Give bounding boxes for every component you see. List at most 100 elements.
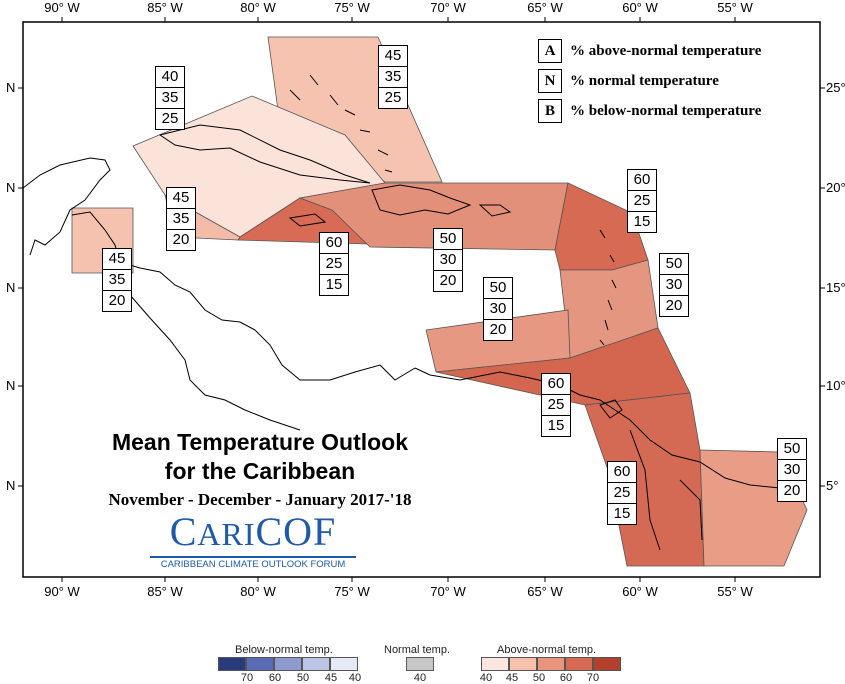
prob-below: 20 — [167, 229, 195, 250]
prob-box-windward: 50 30 20 — [659, 253, 689, 317]
prob-above: 45 — [172, 189, 190, 206]
prob-box-leeward: 60 25 15 — [627, 169, 657, 233]
colorbar-below-label: Below-normal temp. — [235, 644, 333, 656]
prob-above: 60 — [325, 234, 343, 251]
lon-tick-label: 90° W — [44, 0, 80, 15]
lon-tick-label: 70° W — [430, 584, 466, 599]
swatch-below-50 — [274, 657, 302, 671]
prob-normal: 25 — [320, 253, 348, 274]
prob-below: 25 — [379, 87, 407, 108]
logo-subtitle: CARIBBEAN CLIMATE OUTLOOK FORUM — [150, 556, 356, 570]
lon-tick-label: 75° W — [334, 0, 370, 15]
prob-normal: 35 — [156, 87, 184, 108]
prob-below: 15 — [320, 274, 348, 295]
caricof-logo: CARICOF CARIBBEAN CLIMATE OUTLOOK FORUM — [150, 510, 356, 570]
lon-tick-label: 65° W — [527, 584, 563, 599]
lon-tick-label: 65° W — [527, 0, 563, 15]
lat-tick-label: N — [6, 378, 15, 393]
prob-below: 15 — [608, 503, 636, 524]
lon-tick-label: 70° W — [430, 0, 466, 15]
colorbar-tick: 70 — [586, 672, 600, 684]
swatch-above-70 — [593, 657, 621, 671]
lon-tick-label: 80° W — [240, 0, 276, 15]
key-letter: N — [538, 69, 562, 93]
swatch-below-70 — [218, 657, 246, 671]
lon-tick-label: 90° W — [44, 584, 80, 599]
prob-normal: 30 — [778, 459, 806, 480]
swatch-above-45 — [509, 657, 537, 671]
title-line-1: Mean Temperature Outlook — [111, 429, 409, 455]
prob-above: 60 — [633, 171, 651, 188]
key-letter: B — [538, 99, 562, 123]
prob-normal: 25 — [628, 190, 656, 211]
longitude-ticks-bottom: 90° W 85° W 80° W 75° W 70° W 65° W 60° … — [44, 584, 753, 599]
swatch-above-40 — [481, 657, 509, 671]
latitude-ticks-right: 25° 20° 15° 10° 5° — [826, 80, 845, 493]
key-text: % normal temperature — [570, 72, 719, 89]
colorbar-tick: 40 — [413, 672, 427, 684]
prob-box-jamaica: 60 25 15 — [319, 232, 349, 296]
swatch-below-45 — [302, 657, 330, 671]
prob-above: 45 — [108, 250, 126, 267]
lon-tick-label: 55° W — [717, 584, 753, 599]
colorbar-tick: 45 — [505, 672, 519, 684]
prob-below: 20 — [434, 270, 462, 291]
prob-normal: 30 — [660, 274, 688, 295]
title-line-2: for the Caribbean — [164, 458, 356, 484]
swatch-below-60 — [246, 657, 274, 671]
key-letter: A — [538, 39, 562, 63]
lon-tick-label: 55° W — [717, 0, 753, 15]
prob-above: 50 — [439, 230, 457, 247]
prob-normal: 30 — [434, 249, 462, 270]
colorbar-tick: 60 — [559, 672, 573, 684]
lat-tick-label: N — [6, 280, 15, 295]
key-row-below: B % below-normal temperature — [538, 99, 762, 123]
swatch-normal-40 — [406, 657, 434, 671]
latitude-ticks-left: N N N N N — [6, 80, 15, 493]
key-text: % below-normal temperature — [570, 102, 762, 119]
prob-above: 60 — [547, 375, 565, 392]
prob-normal: 30 — [484, 298, 512, 319]
swatch-above-60 — [565, 657, 593, 671]
colorbar-tick: 50 — [532, 672, 546, 684]
colorbar-above-label: Above-normal temp. — [497, 644, 597, 656]
longitude-ticks-top: 90° W 85° W 80° W 75° W 70° W 65° W 60° … — [44, 0, 753, 15]
prob-box-abc: 50 30 20 — [483, 277, 513, 341]
prob-box-french-guiana: 50 30 20 — [777, 438, 807, 502]
key-row-normal: N % normal temperature — [538, 69, 761, 93]
lon-tick-label: 85° W — [147, 584, 183, 599]
prob-box-guyana: 60 25 15 — [607, 461, 637, 525]
prob-box-belize: 45 35 20 — [102, 248, 132, 312]
prob-below: 20 — [103, 290, 131, 311]
prob-below: 20 — [660, 295, 688, 316]
title-period: November - December - January 2017-'18 — [108, 490, 412, 509]
prob-above: 50 — [489, 279, 507, 296]
logo-wordmark: CARICOF — [169, 509, 337, 554]
swatch-below-40 — [330, 657, 358, 671]
lat-tick-label: 20° — [826, 180, 845, 195]
prob-below: 15 — [542, 415, 570, 436]
prob-box-trinidad: 60 25 15 — [541, 373, 571, 437]
lat-tick-label: 5° — [826, 478, 838, 493]
lat-tick-label: N — [6, 180, 15, 195]
prob-normal: 35 — [103, 269, 131, 290]
prob-below: 25 — [156, 108, 184, 129]
colorbar-normal-label: Normal temp. — [384, 644, 451, 656]
key-row-above: A % above-normal temperature — [538, 39, 761, 63]
prob-above: 40 — [161, 68, 179, 85]
prob-above: 60 — [613, 463, 631, 480]
prob-below: 20 — [484, 319, 512, 340]
colorbar-tick: 45 — [324, 672, 338, 684]
prob-normal: 35 — [379, 66, 407, 87]
colorbar-tick: 70 — [240, 672, 254, 684]
prob-above: 45 — [384, 47, 402, 64]
prob-box-bahamas: 45 35 25 — [378, 45, 408, 109]
tick-marks — [18, 17, 825, 582]
outlook-regions — [71, 36, 808, 567]
prob-normal: 35 — [167, 208, 195, 229]
lon-tick-label: 60° W — [622, 584, 658, 599]
colorbar-tick: 60 — [268, 672, 282, 684]
prob-above: 50 — [665, 255, 683, 272]
prob-box-hispaniola: 50 30 20 — [433, 228, 463, 292]
prob-normal: 25 — [542, 394, 570, 415]
